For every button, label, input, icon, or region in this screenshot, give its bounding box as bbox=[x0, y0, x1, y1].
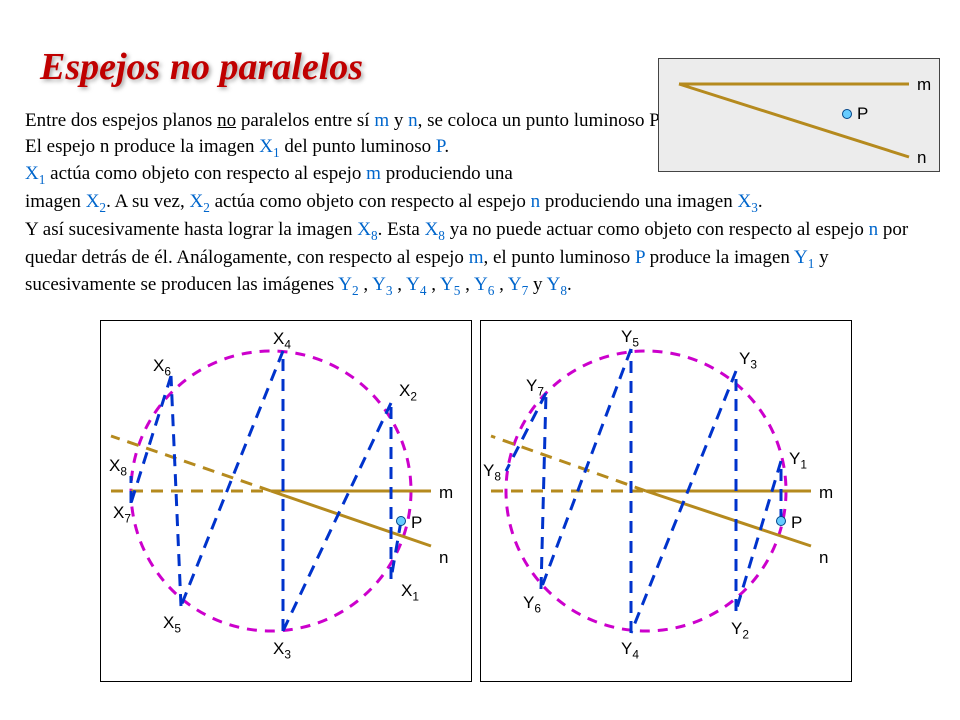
y-label-y2: Y2 bbox=[731, 619, 749, 641]
x-label-x6: X6 bbox=[153, 356, 171, 378]
inset-diagram: Pm n bbox=[658, 58, 940, 172]
y-label-p: P bbox=[791, 513, 802, 533]
label-p-inset: P bbox=[857, 104, 868, 124]
label-m-inset: m bbox=[917, 75, 931, 95]
x-label-x8: X8 bbox=[109, 456, 127, 478]
y-label-y3: Y3 bbox=[739, 349, 757, 371]
x-label-m: m bbox=[439, 483, 453, 503]
x-label-p: P bbox=[411, 513, 422, 533]
x-label-x4: X4 bbox=[273, 329, 291, 351]
y-label-y6: Y6 bbox=[523, 593, 541, 615]
point-p-inset bbox=[842, 109, 852, 119]
y-label-m: m bbox=[819, 483, 833, 503]
diagram-y: Pm n Y1 Y2 Y3 Y4 Y5 Y6 Y7 Y8 bbox=[480, 320, 852, 682]
x-label-x1: X1 bbox=[401, 581, 419, 603]
x-label-n: n bbox=[439, 548, 448, 568]
y-label-n: n bbox=[819, 548, 828, 568]
diagram-x: Pm n X1 X2 X3 X4 X5 X6 X7 X8 bbox=[100, 320, 472, 682]
y-label-y4: Y4 bbox=[621, 639, 639, 661]
x-point-p bbox=[396, 516, 406, 526]
x-label-x5: X5 bbox=[163, 613, 181, 635]
y-label-y8: Y8 bbox=[483, 461, 501, 483]
page-title: Espejos no paralelos bbox=[40, 45, 363, 89]
y-label-y5: Y5 bbox=[621, 327, 639, 349]
y-point-p bbox=[776, 516, 786, 526]
x-label-x2: X2 bbox=[399, 381, 417, 403]
y-label-y7: Y7 bbox=[526, 376, 544, 398]
label-n-inset: n bbox=[917, 148, 926, 168]
y-label-y1: Y1 bbox=[789, 449, 807, 471]
x-label-x3: X3 bbox=[273, 639, 291, 661]
x-label-x7: X7 bbox=[113, 503, 131, 525]
